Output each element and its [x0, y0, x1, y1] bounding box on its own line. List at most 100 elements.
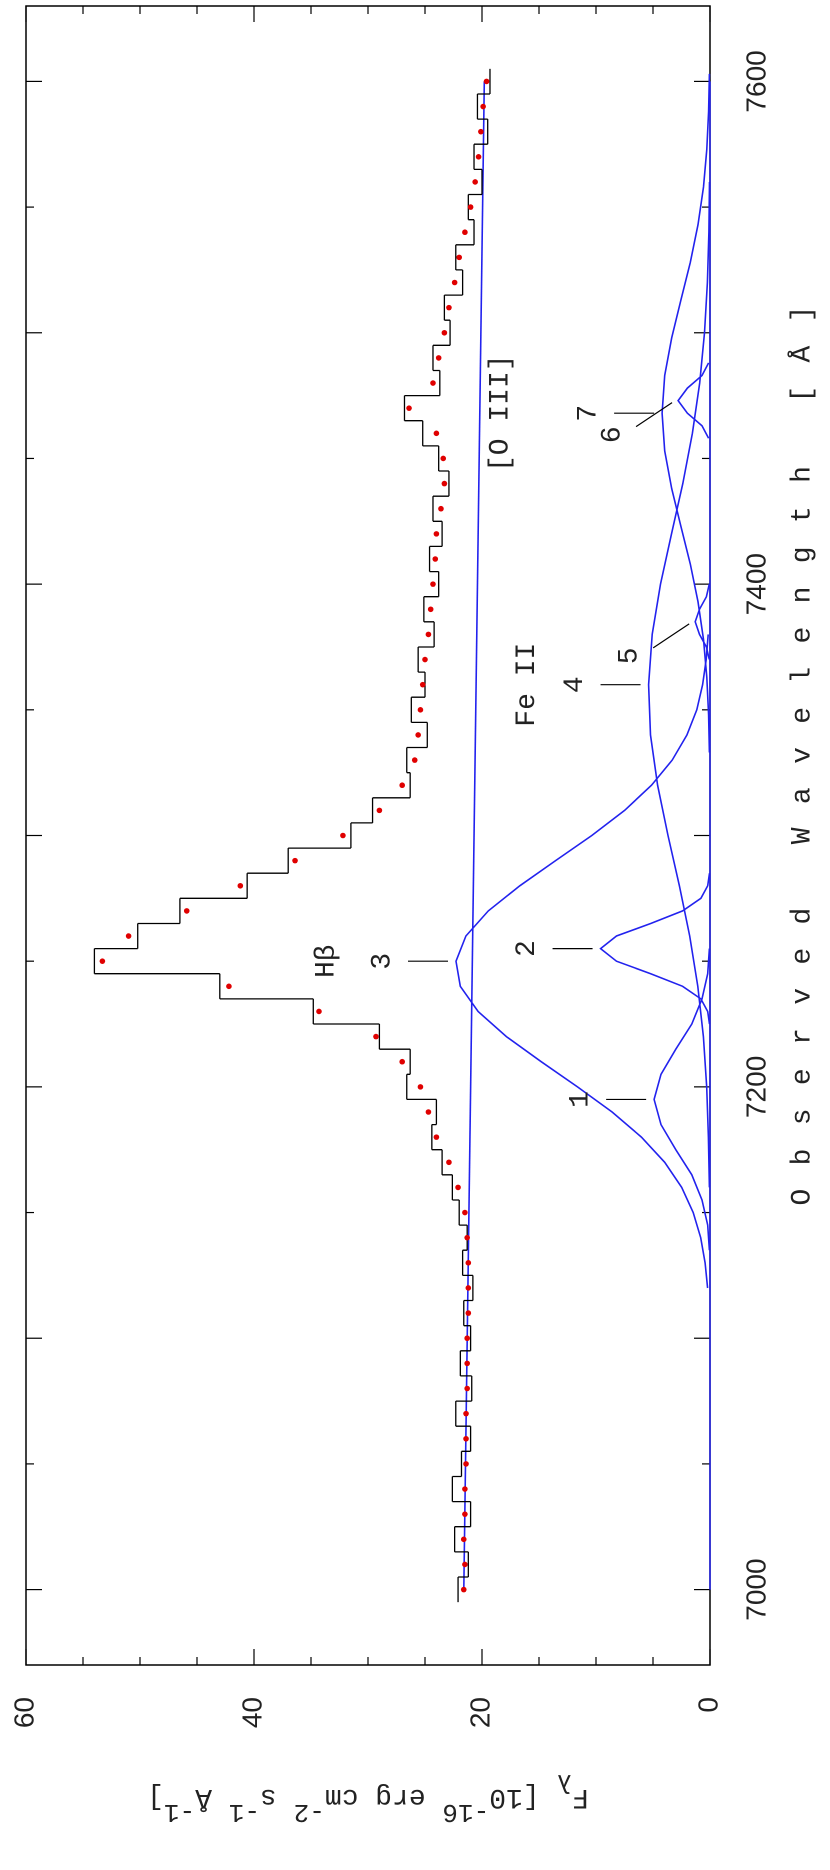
y-axis-label-part: [10 — [489, 1781, 556, 1812]
component-line — [694, 583, 711, 660]
component-line — [455, 634, 709, 1289]
fit-point — [316, 1008, 322, 1015]
fit-point — [465, 1260, 472, 1266]
fit-point — [480, 103, 486, 110]
y-axis-label-part: ] — [147, 1781, 164, 1812]
y-tick-label: 60 — [8, 1697, 39, 1728]
component-label: 7 — [574, 405, 605, 422]
fit-point — [99, 958, 106, 964]
fit-point — [399, 1058, 406, 1065]
component-label: 4 — [560, 676, 591, 693]
fit-point — [455, 1184, 461, 1191]
fit-point — [446, 304, 452, 311]
fit-point — [425, 1109, 432, 1115]
fit-point — [433, 531, 440, 537]
fit-point — [463, 1435, 469, 1442]
component-label: 2 — [512, 940, 543, 957]
x-axis-label: Observed Wavelength [Å] — [787, 306, 818, 1206]
rotated-plot: 7000 7200 7400 7600 0 20 40 60 Observed Waveleng… — [8, 5, 818, 1827]
fit-point — [441, 480, 448, 487]
fit-point — [292, 857, 298, 864]
fit-point — [415, 732, 421, 738]
y-axis-label-part: λ — [556, 1767, 572, 1797]
fit-point — [430, 380, 436, 386]
fit-point — [467, 204, 474, 210]
y-axis-label: Fλ [10 -16 erg cm -2 s -1 Å -1] — [147, 1767, 589, 1827]
y-axis-label-part: Å — [195, 1781, 229, 1812]
component-label: 1 — [566, 1091, 597, 1108]
fit-point — [465, 1310, 472, 1316]
fit-point — [464, 1335, 470, 1342]
fit-point — [427, 606, 434, 613]
fit-point — [464, 1234, 470, 1241]
fit-point — [446, 1159, 452, 1166]
fit-point — [417, 707, 424, 713]
y-tick-label: 0 — [692, 1697, 723, 1713]
fit-point — [462, 1209, 468, 1216]
fit-point — [441, 329, 448, 336]
line-annotation: Hβ — [311, 944, 342, 978]
fit-point — [462, 1486, 468, 1492]
y-tick-label: 20 — [464, 1697, 495, 1728]
fit-point — [462, 1511, 468, 1517]
component-line — [661, 73, 711, 753]
component-label: 6 — [597, 426, 628, 443]
plot-frame — [25, 5, 711, 1666]
fit-point — [406, 405, 412, 411]
fit-point — [460, 1586, 467, 1593]
fit-point — [432, 556, 439, 562]
fit-point — [462, 1561, 468, 1568]
fit-point — [417, 1084, 424, 1090]
fit-point — [483, 78, 490, 85]
fit-point — [226, 983, 232, 990]
fit-point — [465, 1285, 472, 1291]
fit-point — [430, 581, 436, 587]
fit-point — [460, 1536, 467, 1543]
fit-point — [422, 656, 428, 663]
label-pointer — [652, 623, 690, 649]
fit-point — [462, 229, 468, 236]
fit-point — [463, 1461, 469, 1467]
fit-point — [472, 179, 478, 185]
line-annotation: Fe II — [512, 643, 543, 727]
fit-point — [419, 681, 426, 688]
spectrum-risers — [94, 93, 490, 1578]
component-label: 3 — [367, 953, 398, 970]
x-tick-label: 7000 — [740, 1558, 771, 1620]
y-axis-label-part: -1 — [164, 1797, 195, 1827]
component-line — [677, 362, 710, 439]
component-line — [599, 873, 711, 1025]
fit-point — [456, 254, 463, 261]
x-tick-label: 7200 — [740, 1056, 771, 1118]
y-axis-label-part: -1 — [229, 1797, 260, 1827]
component-line — [647, 181, 711, 1188]
fit-point — [463, 1410, 469, 1417]
fit-point — [435, 355, 442, 361]
y-axis-label-part: -16 — [442, 1797, 489, 1827]
label-pointer — [635, 402, 673, 428]
fit-point — [478, 128, 484, 135]
fit-point — [433, 430, 440, 437]
fit-point — [373, 1033, 379, 1040]
line-annotation: [O III] — [486, 354, 517, 472]
fit-point — [451, 279, 458, 286]
fit-point — [438, 505, 444, 512]
fit-point — [464, 1385, 470, 1392]
y-axis-label-part: erg cm — [325, 1781, 443, 1812]
fit-point — [425, 631, 432, 638]
fit-point — [433, 1134, 440, 1140]
fit-point — [440, 455, 447, 462]
fit-point — [399, 782, 406, 789]
fit-point — [125, 933, 132, 939]
fit-point — [183, 908, 190, 914]
fit-point — [411, 757, 418, 763]
fit-point — [237, 882, 244, 889]
y-axis-label-part: -2 — [294, 1797, 325, 1827]
component-label: 5 — [615, 647, 646, 664]
fit-point — [376, 807, 383, 814]
component-line — [653, 948, 711, 1251]
x-tick-label: 7400 — [740, 553, 771, 615]
y-axis-label-part: F — [572, 1781, 589, 1812]
